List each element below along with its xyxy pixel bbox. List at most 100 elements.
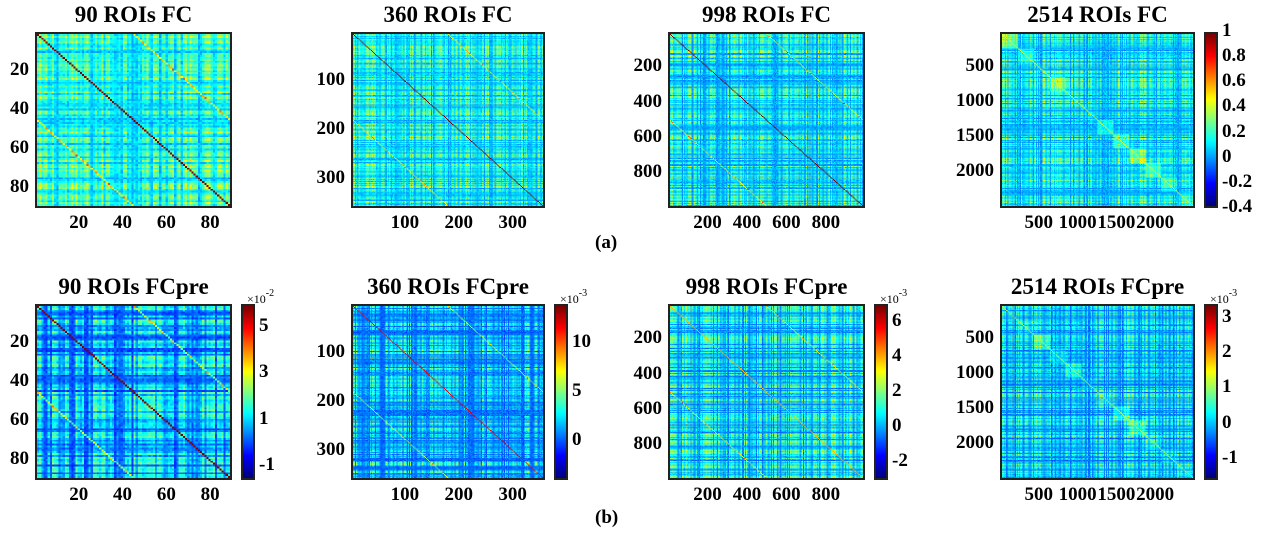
x-tick-label: 500 xyxy=(1024,484,1054,505)
colorbar-tick-label: 0.2 xyxy=(1222,120,1246,142)
heatmap-fc90 xyxy=(35,32,232,208)
heatmap-fcpre2514 xyxy=(1000,304,1195,480)
exponent-base: ×10 xyxy=(560,292,579,306)
chart-title: 90 ROIs FCpre xyxy=(58,274,209,299)
y-tick-label: 400 xyxy=(633,90,663,112)
x-tick-label: 80 xyxy=(200,484,220,505)
chart-title: 90 ROIs FC xyxy=(74,2,193,27)
colorbar-tick-label: 4 xyxy=(892,344,902,366)
x-tick-label: 600 xyxy=(772,212,801,233)
colorbar-exponent: ×10-3 xyxy=(560,288,587,307)
row-a-label: (a) xyxy=(595,232,618,253)
colorbar-tick-label: 1 xyxy=(1222,20,1232,41)
exponent-base: ×10 xyxy=(247,292,266,306)
colorbar-exponent: ×10-3 xyxy=(880,288,907,307)
x-tick-label: 1000 xyxy=(1058,484,1097,505)
x-tick-label: 20 xyxy=(69,484,89,505)
heatmap-fcpre90 xyxy=(35,304,232,480)
y-tick-label: 600 xyxy=(633,125,663,147)
y-tick-label: 60 xyxy=(10,409,29,431)
colorbar-exponent: ×10-2 xyxy=(247,288,274,307)
chart-title: 2514 ROIs FC xyxy=(1027,2,1168,27)
x-tick-label: 400 xyxy=(732,212,762,233)
colorbar-fcpre998 xyxy=(874,304,888,480)
heatmap-fc998 xyxy=(668,32,865,208)
colorbar-tick-label: 0 xyxy=(892,415,902,437)
x-tick-label: 200 xyxy=(444,484,474,505)
y-tick-label: 100 xyxy=(316,340,346,362)
x-tick-label: 800 xyxy=(811,212,841,233)
heatmap-fcpre998 xyxy=(668,304,865,480)
y-tick-label: 200 xyxy=(316,389,346,411)
y-tick-label: 40 xyxy=(10,98,29,120)
y-tick-label: 60 xyxy=(10,137,29,159)
x-tick-label: 200 xyxy=(693,212,722,233)
colorbar-fcpre90 xyxy=(241,304,255,480)
heatmap-fc360 xyxy=(351,32,545,208)
x-tick-label: 400 xyxy=(732,484,762,505)
x-tick-label: 40 xyxy=(113,212,133,233)
chart-title: 360 ROIs FCpre xyxy=(367,274,529,299)
colorbar-tick-label: 0 xyxy=(572,428,582,450)
y-tick-label: 400 xyxy=(633,362,663,384)
exponent-power: -3 xyxy=(578,288,588,299)
x-tick-label: 60 xyxy=(156,484,176,505)
y-tick-label: 80 xyxy=(10,448,29,470)
x-tick-label: 80 xyxy=(200,212,220,233)
y-tick-label: 200 xyxy=(633,55,663,77)
exponent-power: -3 xyxy=(1228,288,1238,299)
colorbar-tick-label: 1 xyxy=(1222,376,1232,398)
x-tick-label: 1000 xyxy=(1058,212,1097,233)
x-tick-label: 300 xyxy=(498,212,527,233)
exponent-base: ×10 xyxy=(880,292,899,306)
colorbar-tick-label: 2 xyxy=(1222,341,1232,363)
heatmap-fcpre360 xyxy=(351,304,545,480)
colorbar-tick-label: 0 xyxy=(1222,145,1232,167)
y-tick-label: 20 xyxy=(10,331,29,353)
colorbar-tick-label: -1 xyxy=(259,454,275,476)
y-tick-label: 2000 xyxy=(956,160,994,182)
y-tick-label: 200 xyxy=(316,117,346,139)
y-tick-label: 800 xyxy=(633,161,663,183)
x-tick-label: 600 xyxy=(772,484,801,505)
colorbar-tick-label: 3 xyxy=(259,361,269,383)
y-tick-label: 1000 xyxy=(956,90,994,111)
x-tick-label: 200 xyxy=(693,484,722,505)
y-tick-label: 300 xyxy=(316,166,346,188)
colorbar-tick-label: 2 xyxy=(892,380,902,401)
colorbar-tick-label: -1 xyxy=(1222,446,1238,468)
y-tick-label: 100 xyxy=(316,68,346,90)
colorbar-tick-label: 0.8 xyxy=(1222,45,1246,67)
x-tick-label: 1500 xyxy=(1097,484,1136,505)
x-tick-label: 40 xyxy=(113,484,133,505)
colorbar-fcpre360 xyxy=(554,304,568,480)
chart-title: 998 ROIs FC xyxy=(701,2,832,27)
colorbar-fc2514 xyxy=(1204,32,1218,208)
y-tick-label: 20 xyxy=(10,59,29,81)
y-tick-label: 800 xyxy=(633,433,663,455)
x-tick-label: 100 xyxy=(390,484,420,505)
colorbar-tick-label: -2 xyxy=(892,450,908,472)
x-tick-label: 20 xyxy=(69,212,89,233)
colorbar-tick-label: 5 xyxy=(572,380,582,401)
colorbar-tick-label: 0.6 xyxy=(1222,70,1246,92)
y-tick-label: 300 xyxy=(316,438,346,460)
colorbar-tick-label: 10 xyxy=(572,331,591,353)
colorbar-tick-label: -0.4 xyxy=(1222,196,1253,217)
colorbar-tick-label: 0 xyxy=(1222,411,1232,433)
x-tick-label: 100 xyxy=(390,212,420,233)
y-tick-label: 1500 xyxy=(956,125,994,146)
x-tick-label: 1500 xyxy=(1097,212,1136,233)
x-tick-label: 500 xyxy=(1024,212,1054,233)
x-tick-label: 800 xyxy=(811,484,841,505)
y-tick-label: 2000 xyxy=(956,432,994,454)
x-tick-label: 300 xyxy=(498,484,527,505)
x-tick-label: 2000 xyxy=(1136,484,1175,505)
heatmap-fc2514 xyxy=(1000,32,1195,208)
colorbar-exponent: ×10-3 xyxy=(1210,288,1237,307)
colorbar-tick-label: -0.2 xyxy=(1222,170,1253,192)
chart-title: 998 ROIs FCpre xyxy=(685,274,848,299)
x-tick-label: 200 xyxy=(444,212,474,233)
y-tick-label: 600 xyxy=(633,397,663,419)
y-tick-label: 200 xyxy=(633,327,663,349)
